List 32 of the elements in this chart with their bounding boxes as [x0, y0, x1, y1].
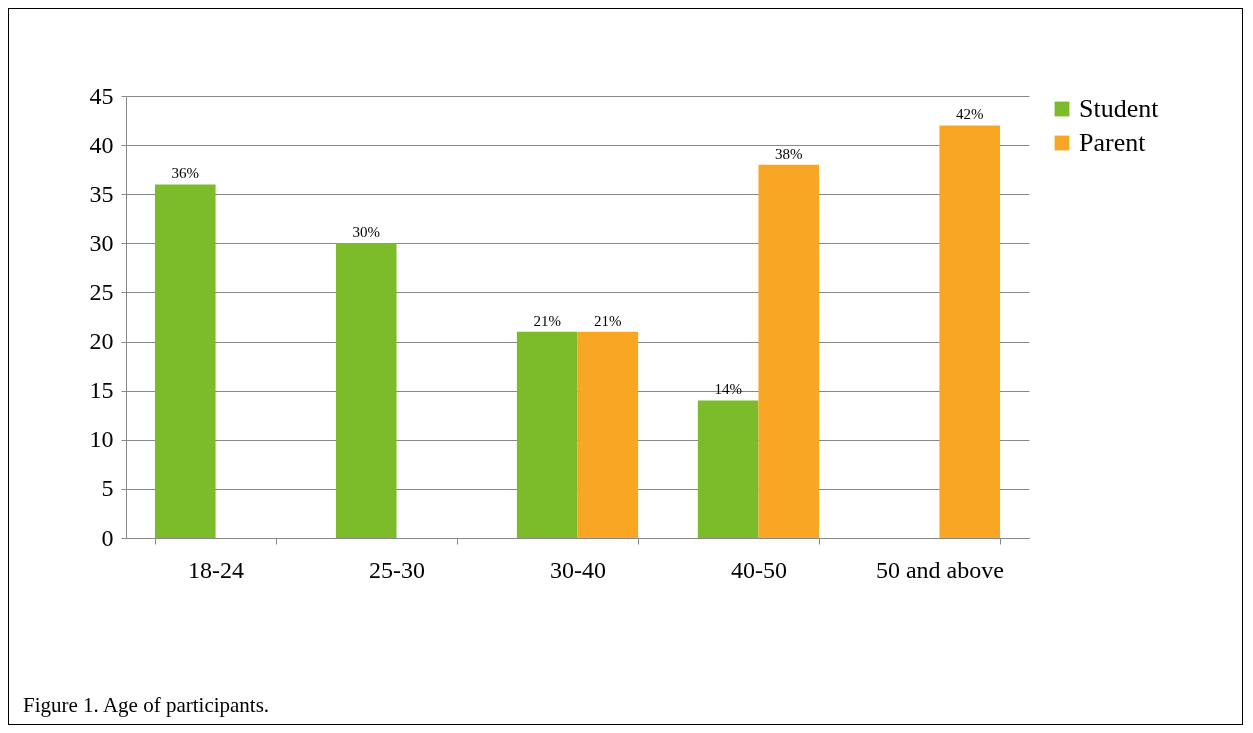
y-tick-label: 5	[101, 475, 114, 502]
bar	[758, 164, 820, 538]
caption: Figure 1. Age of participants.	[23, 693, 270, 718]
y-tick-label: 40	[89, 131, 114, 158]
x-tick-label: 25-30	[369, 556, 426, 583]
bar	[154, 184, 216, 538]
y-tick-label: 30	[89, 229, 114, 256]
data-label: 21%	[594, 312, 622, 329]
y-tick-label: 20	[89, 328, 114, 355]
data-label: 14%	[714, 381, 742, 398]
bar	[697, 400, 759, 538]
x-tick-label: 18-24	[188, 556, 245, 583]
y-tick-label: 45	[89, 82, 114, 109]
data-label: 38%	[775, 145, 803, 162]
y-tick-label: 25	[89, 278, 114, 305]
data-label: 36%	[171, 165, 200, 182]
x-tick-label: 40-50	[730, 556, 787, 583]
data-label: 42%	[955, 106, 984, 123]
y-tick-label: 0	[101, 524, 114, 551]
y-tick-label: 15	[89, 377, 114, 404]
legend-label: Parent	[1079, 128, 1147, 157]
bar	[939, 125, 1001, 538]
x-tick-label: 30-40	[550, 556, 606, 583]
x-tick-label: 50 and above	[875, 556, 1004, 583]
bar	[516, 331, 578, 538]
legend-label: Student	[1079, 94, 1160, 123]
y-tick-label: 35	[89, 180, 114, 207]
bar	[577, 331, 639, 538]
bar	[335, 243, 397, 538]
data-label: 21%	[533, 312, 561, 329]
y-tick-label: 10	[89, 426, 114, 453]
data-label: 30%	[352, 224, 380, 241]
